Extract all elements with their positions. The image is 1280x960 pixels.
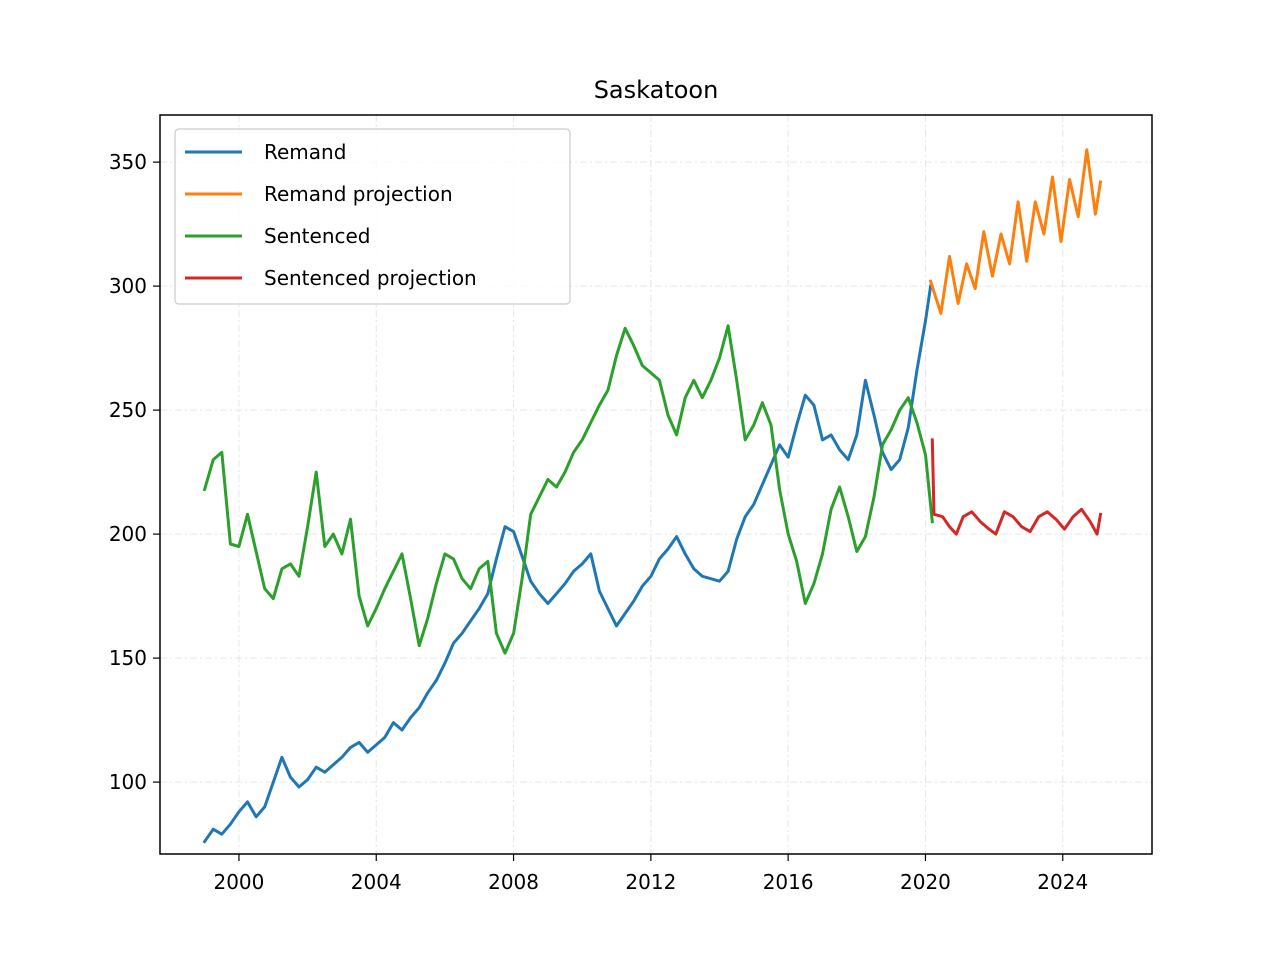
- axis-ticks: 2000 2004 2008 2012 2016 2020 2024 100 150 200 250…: [109, 150, 1088, 894]
- legend-label-remand-projection: Remand projection: [264, 182, 453, 206]
- chart-title: Saskatoon: [594, 76, 719, 104]
- x-tick-label: 2024: [1037, 870, 1088, 894]
- series-line-sentenced: [202, 324, 934, 655]
- x-tick-label: 2012: [625, 870, 676, 894]
- legend-box: [174, 128, 571, 305]
- series-line-remand-projection: [928, 148, 1103, 315]
- x-tick-label: 2016: [763, 870, 814, 894]
- legend: Remand Remand projection Sentenced Sentence…: [174, 128, 571, 305]
- y-tick-label: 300: [109, 274, 147, 298]
- legend-label-remand: Remand: [264, 140, 346, 164]
- series-line-sentenced-projection: [930, 438, 1103, 536]
- x-tick-label: 2004: [351, 870, 402, 894]
- series-line-remand: [202, 284, 933, 844]
- x-tick-label: 2008: [488, 870, 539, 894]
- x-tick-label: 2020: [900, 870, 951, 894]
- y-tick-label: 200: [109, 522, 147, 546]
- legend-label-sentenced-projection: Sentenced projection: [264, 266, 477, 290]
- y-tick-label: 350: [109, 150, 147, 174]
- plot-frame: [159, 114, 1153, 855]
- series-layer: [202, 148, 1103, 844]
- y-tick-label: 100: [109, 770, 147, 794]
- y-tick-label: 250: [109, 398, 147, 422]
- legend-label-sentenced: Sentenced: [264, 224, 371, 248]
- y-tick-label: 150: [109, 646, 147, 670]
- x-tick-label: 2000: [213, 870, 264, 894]
